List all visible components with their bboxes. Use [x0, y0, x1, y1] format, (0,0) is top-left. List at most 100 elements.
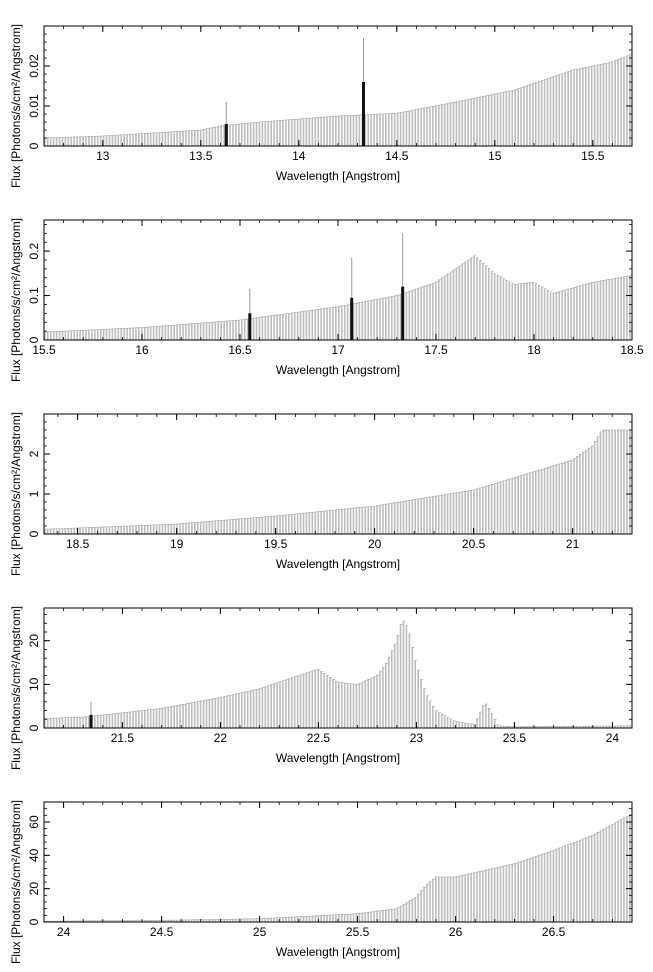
continuum-bin [579, 285, 581, 340]
continuum-bin [435, 281, 437, 340]
continuum-bin [570, 70, 572, 146]
continuum-bin [567, 71, 569, 146]
continuum-bin [505, 280, 508, 340]
continuum-bin [267, 918, 270, 922]
continuum-bin [523, 283, 525, 340]
continuum-bin [132, 327, 134, 340]
line-flux-bar [401, 286, 405, 340]
continuum-bin [582, 284, 584, 340]
continuum-bin [111, 920, 114, 922]
continuum-bin [505, 479, 508, 534]
continuum-bin [614, 725, 616, 728]
continuum-bin [188, 323, 190, 340]
continuum-bin [496, 867, 499, 922]
continuum-bin [423, 688, 425, 728]
continuum-bin [238, 693, 240, 728]
continuum-bin [534, 283, 537, 340]
continuum-bin [517, 726, 519, 728]
continuum-bin [558, 463, 561, 534]
continuum-bin [352, 913, 355, 922]
continuum-bin [596, 64, 599, 146]
continuum-bin [355, 684, 358, 728]
continuum-bin [85, 716, 87, 728]
continuum-bin [567, 461, 569, 534]
continuum-bin [188, 130, 190, 146]
continuum-bin [317, 309, 320, 340]
continuum-bin [243, 319, 246, 340]
continuum-bin [141, 327, 143, 340]
continuum-bin [129, 134, 131, 146]
continuum-bin [617, 430, 619, 534]
continuum-bin [273, 120, 275, 146]
continuum-bin [141, 525, 143, 534]
continuum-bin [508, 281, 511, 340]
continuum-bin [246, 123, 249, 146]
continuum-bin [208, 699, 211, 728]
continuum-bin [305, 672, 308, 728]
continuum-bin [373, 676, 375, 728]
continuum-bin [461, 263, 464, 340]
continuum-bin [64, 528, 67, 534]
continuum-bin [270, 516, 272, 534]
continuum-bin [96, 715, 99, 728]
continuum-bin [173, 325, 175, 340]
continuum-bin [617, 59, 619, 146]
continuum-bin [584, 67, 587, 146]
continuum-bin [296, 675, 299, 728]
continuum-bin [390, 503, 393, 534]
continuum-bin [455, 101, 458, 146]
continuum-bin [132, 920, 134, 922]
continuum-bin [593, 833, 596, 922]
continuum-bin [335, 509, 337, 534]
continuum-bin [143, 133, 146, 146]
continuum-bin [223, 919, 225, 922]
continuum-bin [332, 510, 334, 534]
x-tick-label: 17 [331, 343, 345, 357]
continuum-bin [458, 265, 461, 340]
continuum-bin [279, 681, 281, 728]
continuum-bin [529, 282, 531, 340]
continuum-bin [179, 920, 181, 922]
continuum-bin [211, 521, 214, 534]
continuum-bin [117, 526, 120, 534]
continuum-bin [564, 72, 566, 146]
continuum-bin [302, 673, 305, 728]
continuum-bin [432, 879, 434, 922]
continuum-bin [323, 915, 325, 922]
continuum-bin [170, 706, 173, 728]
continuum-bin [182, 919, 184, 922]
y-tick-label: 0.2 [27, 242, 41, 259]
continuum-bin [373, 505, 375, 534]
continuum-bin [273, 917, 275, 922]
continuum-bin [170, 920, 173, 922]
continuum-bin [211, 322, 214, 340]
continuum-bin [288, 119, 290, 146]
continuum-bin [58, 137, 61, 146]
continuum-bin [267, 516, 270, 534]
continuum-bin [299, 674, 302, 728]
continuum-bin [505, 726, 508, 728]
continuum-bin [340, 305, 343, 340]
continuum-bin [623, 430, 625, 534]
continuum-bin [149, 326, 152, 340]
continuum-bin [114, 526, 117, 534]
continuum-bin [467, 723, 469, 728]
continuum-bin [511, 864, 514, 922]
continuum-bin [611, 824, 614, 922]
continuum-bin [332, 307, 334, 340]
continuum-bin [105, 920, 108, 922]
continuum-bin [338, 306, 340, 340]
continuum-bin [511, 726, 514, 728]
continuum-bin [385, 663, 387, 728]
continuum-bin [196, 130, 199, 146]
continuum-bin [185, 324, 187, 340]
continuum-bin [349, 115, 352, 146]
continuum-bin [517, 283, 519, 340]
continuum-bin [282, 515, 284, 534]
continuum-bin [558, 291, 561, 340]
continuum-bin [329, 915, 331, 922]
continuum-bin [76, 330, 78, 340]
continuum-bin [593, 441, 596, 534]
continuum-bin [617, 277, 619, 340]
continuum-bin [82, 717, 84, 728]
